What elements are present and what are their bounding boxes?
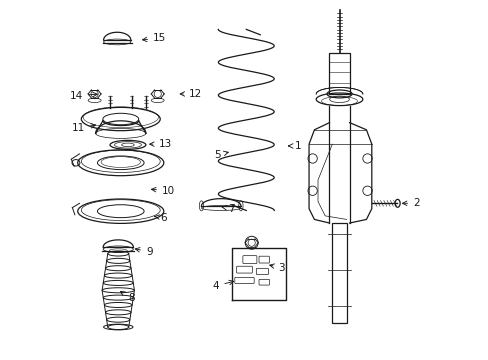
Text: 12: 12 — [180, 89, 202, 99]
Text: 6: 6 — [154, 213, 166, 222]
Text: 11: 11 — [72, 123, 95, 133]
Text: 5: 5 — [214, 150, 228, 160]
Text: 15: 15 — [142, 33, 166, 43]
Text: 14: 14 — [70, 91, 97, 101]
Text: 13: 13 — [149, 139, 171, 149]
Text: 1: 1 — [288, 141, 301, 151]
Text: 2: 2 — [402, 198, 419, 208]
Text: 10: 10 — [151, 186, 175, 196]
Text: 9: 9 — [135, 247, 152, 257]
Text: 8: 8 — [120, 291, 134, 303]
Text: 7: 7 — [222, 204, 235, 214]
Text: 4: 4 — [212, 280, 233, 291]
Text: 3: 3 — [269, 263, 285, 273]
